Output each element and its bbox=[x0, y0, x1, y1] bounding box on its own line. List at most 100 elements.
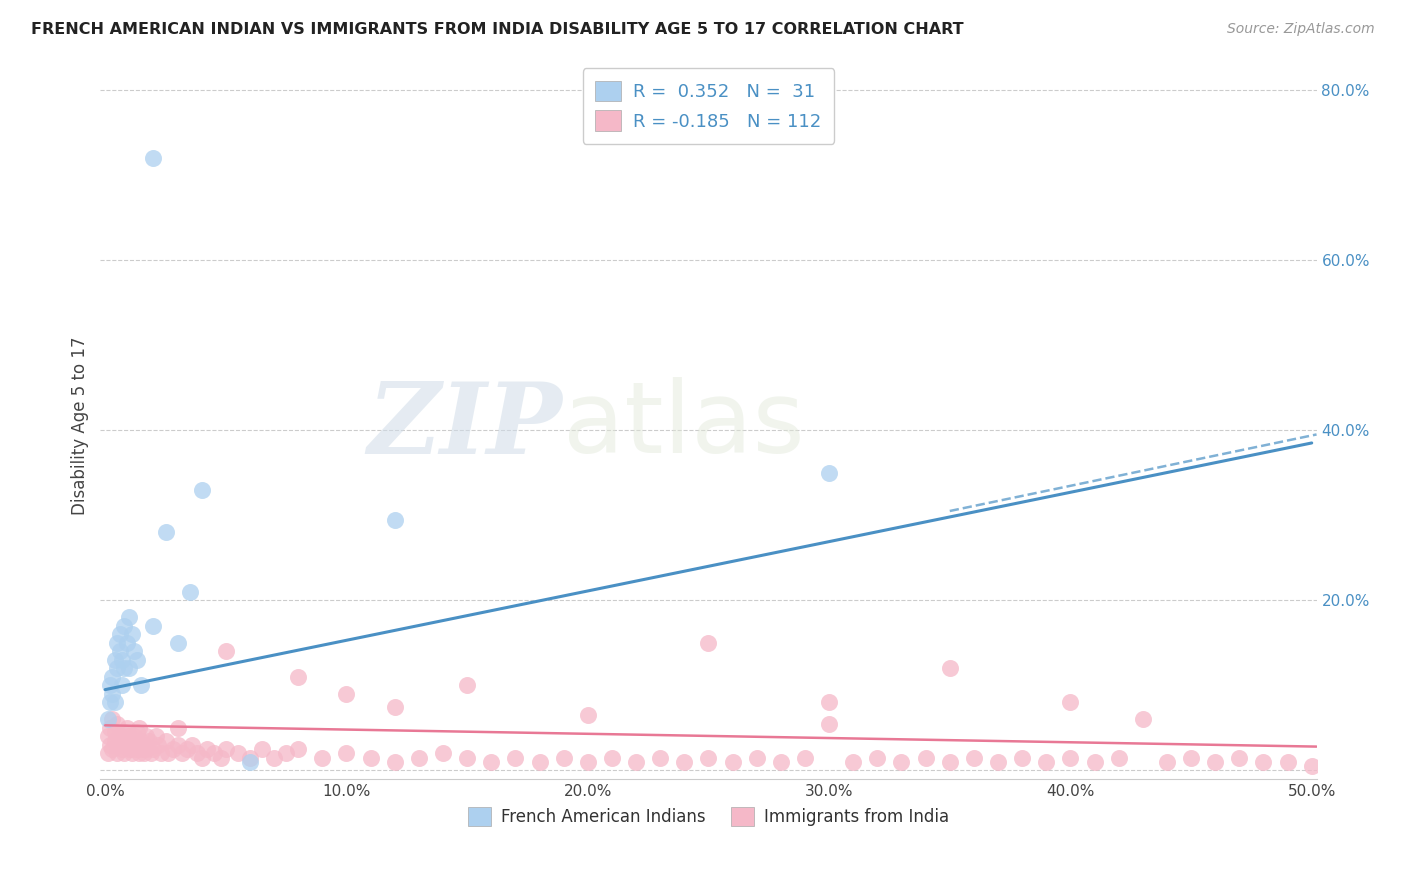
Point bbox=[939, 755, 962, 769]
Text: atlas: atlas bbox=[562, 377, 804, 475]
Point bbox=[135, 730, 157, 744]
Point bbox=[818, 466, 841, 480]
Text: FRENCH AMERICAN INDIAN VS IMMIGRANTS FROM INDIA DISABILITY AGE 5 TO 17 CORRELATI: FRENCH AMERICAN INDIAN VS IMMIGRANTS FRO… bbox=[31, 22, 963, 37]
Point bbox=[384, 755, 406, 769]
Point bbox=[190, 483, 212, 497]
Point bbox=[287, 670, 309, 684]
Point bbox=[104, 733, 127, 747]
Y-axis label: Disability Age 5 to 17: Disability Age 5 to 17 bbox=[72, 336, 89, 516]
Point bbox=[1277, 755, 1299, 769]
Point bbox=[479, 755, 502, 769]
Point bbox=[111, 742, 134, 756]
Point bbox=[263, 750, 285, 764]
Point bbox=[125, 725, 148, 739]
Point bbox=[114, 661, 136, 675]
Point bbox=[101, 687, 124, 701]
Point bbox=[121, 627, 143, 641]
Point bbox=[104, 725, 127, 739]
Point bbox=[1059, 750, 1081, 764]
Point bbox=[114, 619, 136, 633]
Point bbox=[142, 151, 165, 165]
Point bbox=[121, 733, 143, 747]
Point bbox=[721, 755, 744, 769]
Point bbox=[529, 755, 551, 769]
Point bbox=[97, 747, 120, 761]
Point bbox=[166, 738, 188, 752]
Point bbox=[600, 750, 623, 764]
Point bbox=[108, 730, 131, 744]
Point bbox=[156, 747, 179, 761]
Point bbox=[624, 755, 647, 769]
Point bbox=[1108, 750, 1130, 764]
Point bbox=[456, 750, 478, 764]
Point bbox=[105, 716, 128, 731]
Legend: French American Indians, Immigrants from India: French American Indians, Immigrants from… bbox=[460, 798, 957, 834]
Point bbox=[104, 653, 127, 667]
Point bbox=[115, 721, 138, 735]
Point bbox=[122, 730, 145, 744]
Point bbox=[456, 678, 478, 692]
Point bbox=[111, 733, 134, 747]
Point bbox=[97, 712, 120, 726]
Point bbox=[890, 755, 912, 769]
Point bbox=[131, 742, 153, 756]
Point bbox=[794, 750, 817, 764]
Point bbox=[139, 747, 162, 761]
Point bbox=[335, 687, 357, 701]
Point bbox=[162, 742, 184, 756]
Point bbox=[505, 750, 527, 764]
Point bbox=[145, 730, 167, 744]
Point bbox=[98, 678, 121, 692]
Text: ZIP: ZIP bbox=[367, 377, 562, 475]
Point bbox=[105, 661, 128, 675]
Point bbox=[98, 738, 121, 752]
Point bbox=[122, 742, 145, 756]
Point bbox=[914, 750, 936, 764]
Point bbox=[176, 742, 198, 756]
Point bbox=[125, 738, 148, 752]
Point bbox=[745, 750, 768, 764]
Point bbox=[287, 742, 309, 756]
Point bbox=[155, 733, 177, 747]
Point bbox=[148, 738, 170, 752]
Point bbox=[98, 695, 121, 709]
Point bbox=[105, 636, 128, 650]
Point bbox=[98, 721, 121, 735]
Point bbox=[118, 742, 141, 756]
Point bbox=[226, 747, 249, 761]
Point bbox=[186, 747, 208, 761]
Point bbox=[104, 695, 127, 709]
Point bbox=[553, 750, 575, 764]
Point bbox=[179, 584, 201, 599]
Point bbox=[114, 747, 136, 761]
Point bbox=[1035, 755, 1057, 769]
Point bbox=[384, 512, 406, 526]
Point bbox=[673, 755, 696, 769]
Point bbox=[769, 755, 792, 769]
Point bbox=[276, 747, 298, 761]
Point bbox=[155, 525, 177, 540]
Point bbox=[125, 653, 148, 667]
Point bbox=[311, 750, 333, 764]
Point bbox=[114, 725, 136, 739]
Point bbox=[215, 742, 238, 756]
Point bbox=[142, 742, 165, 756]
Point bbox=[1132, 712, 1154, 726]
Point bbox=[1083, 755, 1105, 769]
Point bbox=[118, 730, 141, 744]
Point bbox=[131, 678, 153, 692]
Point bbox=[122, 644, 145, 658]
Point bbox=[576, 708, 599, 723]
Point bbox=[335, 747, 357, 761]
Point bbox=[108, 627, 131, 641]
Point bbox=[1059, 695, 1081, 709]
Point bbox=[108, 644, 131, 658]
Point bbox=[239, 755, 262, 769]
Point bbox=[190, 750, 212, 764]
Point bbox=[105, 747, 128, 761]
Point bbox=[131, 733, 153, 747]
Point bbox=[118, 661, 141, 675]
Point bbox=[101, 742, 124, 756]
Point bbox=[1301, 759, 1323, 773]
Point bbox=[576, 755, 599, 769]
